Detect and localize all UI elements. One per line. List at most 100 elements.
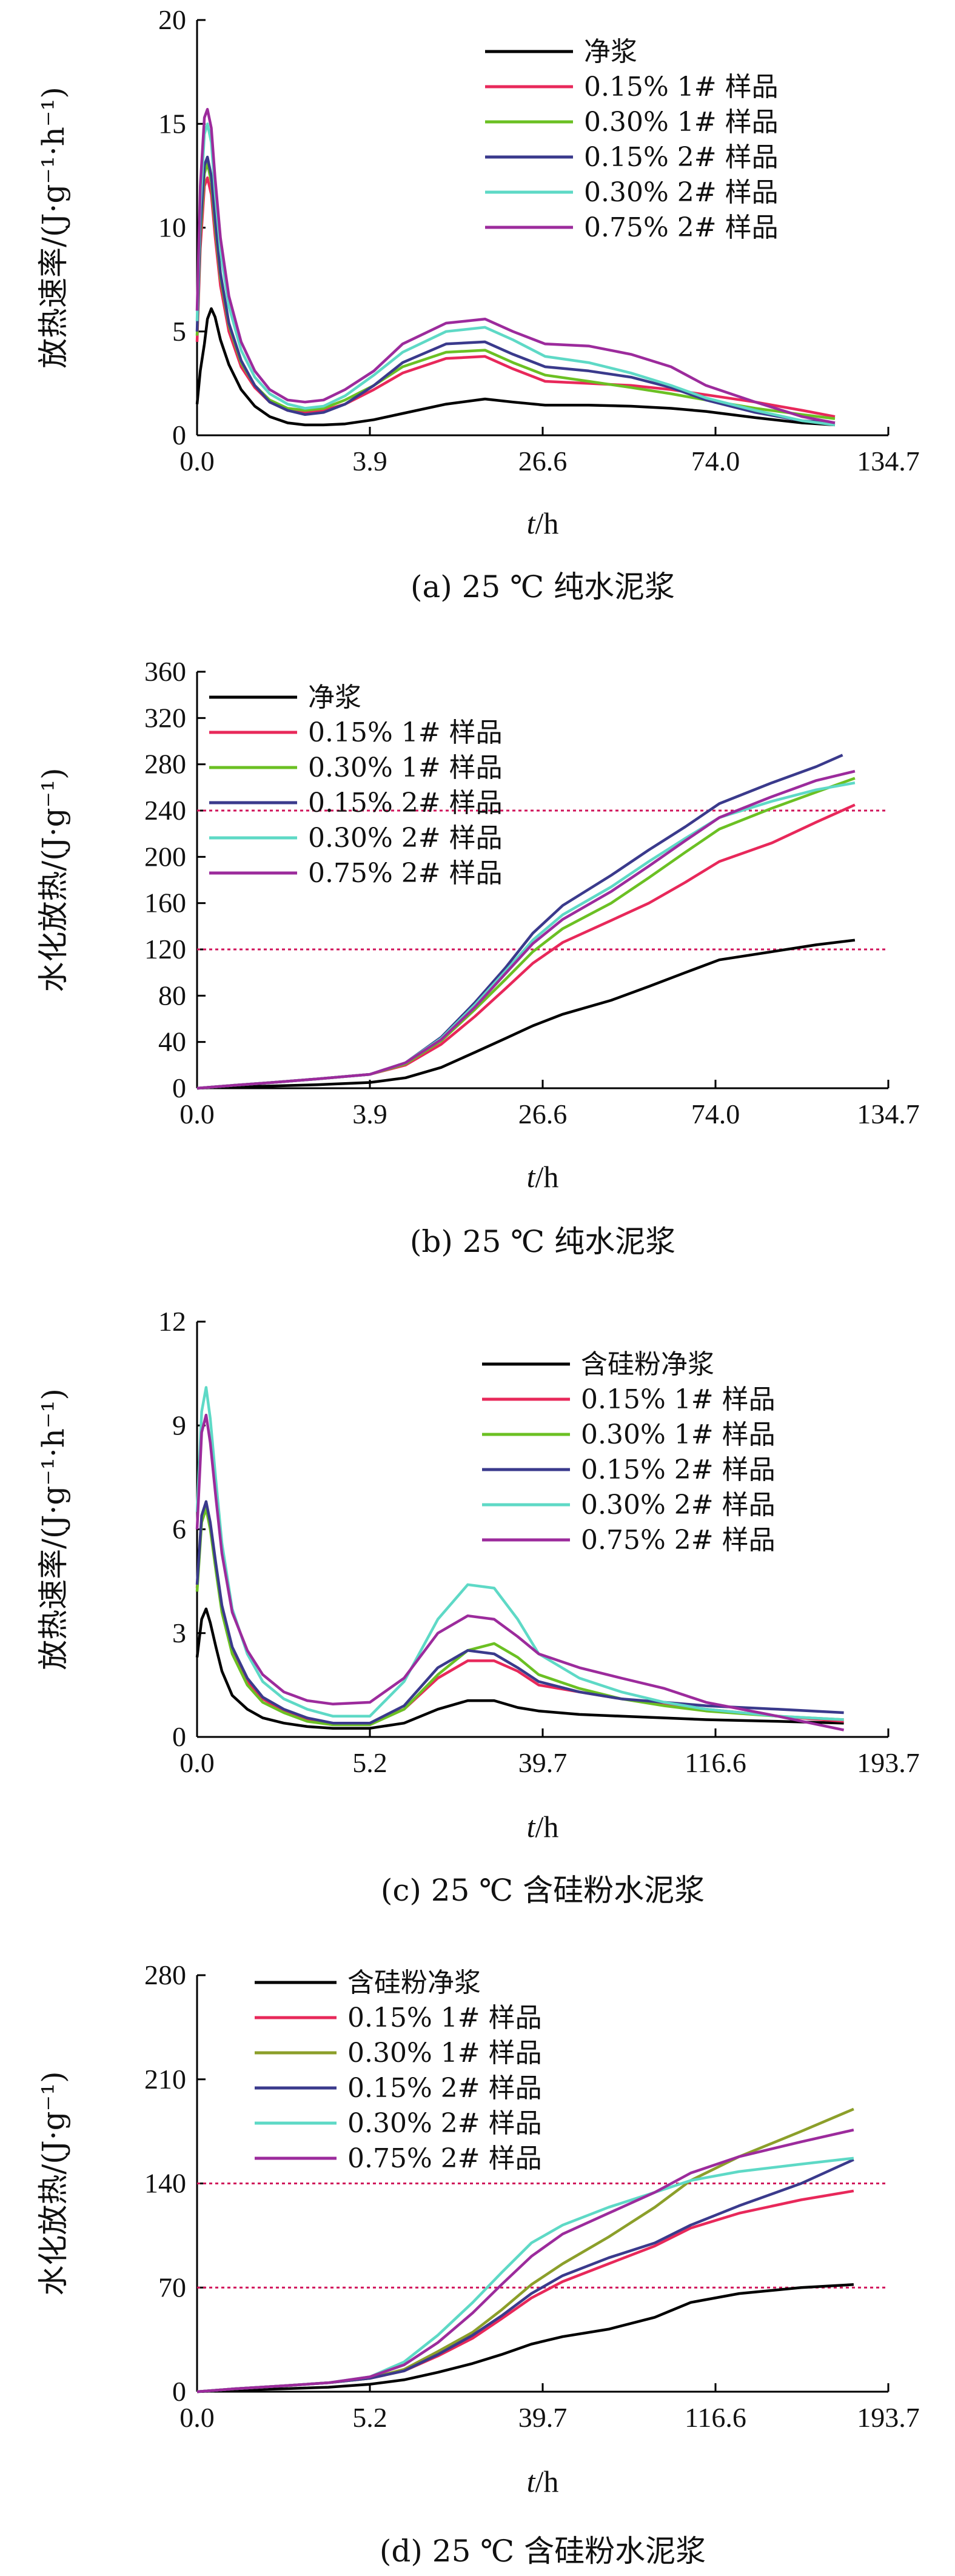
legend-label: 0.15% 1# 样品 [347,2002,542,2033]
legend-label: 0.30% 1# 样品 [584,107,779,138]
series-line [196,2129,854,2394]
x-tick-label: 5.2 [352,1747,387,1778]
figure-caption: (d) 25 ℃ 含硅粉水泥浆 [380,2534,706,2569]
figure-caption: (c) 25 ℃ 含硅粉水泥浆 [381,1873,705,1908]
legend-label: 0.30% 1# 样品 [581,1419,776,1450]
legend-label: 0.75% 2# 样品 [347,2143,542,2174]
x-tick-label: 0.0 [179,1747,215,1778]
legend-label: 0.75% 2# 样品 [581,1525,776,1556]
series-line [195,1607,844,1730]
chart-panel: 0 40 80 120 160 200 240 280 320 360 0.0 3.9 26.6 74.0… [36,656,920,1259]
legend-label: 0.15% 1# 样品 [308,717,503,748]
legend-label: 0.15% 1# 样品 [584,72,779,102]
legend-label: 0.30% 2# 样品 [308,823,503,854]
y-tick-label: 140 [144,2168,186,2199]
y-tick-label: 120 [144,934,186,965]
series-line [195,1500,844,1725]
legend-label: 0.15% 2# 样品 [347,2073,542,2104]
y-tick-label: 210 [144,2064,186,2095]
y-tick-label: 0 [172,420,186,450]
x-tick-label: 116.6 [685,2402,746,2433]
series-line [196,777,856,1090]
x-tick-label: 26.6 [518,446,568,477]
x-tick-label: 193.7 [857,1747,920,1778]
x-tick-label: 134.7 [857,1099,920,1129]
y-tick-label: 240 [144,795,186,826]
x-tick-label: 0.0 [179,2402,215,2433]
figure-caption: (b) 25 ℃ 纯水泥浆 [410,1224,675,1259]
y-tick-label: 40 [158,1026,186,1057]
figure-caption: (a) 25 ℃ 纯水泥浆 [410,569,675,604]
y-tick-label: 70 [158,2272,186,2303]
series-line [196,754,843,1090]
x-tick-label: 26.6 [518,1099,568,1129]
y-tick-label: 15 [158,108,186,139]
legend-label: 0.30% 2# 样品 [347,2108,542,2139]
legend-label: 0.15% 2# 样品 [584,142,779,173]
x-tick-label: 116.6 [685,1747,746,1778]
legend-label: 0.75% 2# 样品 [308,858,503,889]
chart-panel: 0 3 6 9 12 0.0 5.2 39.7 116.6 193.7 含硅粉净浆 0.15% 1# … [36,1306,920,1908]
y-tick-label: 20 [158,4,186,35]
x-tick-label: 74.0 [691,1099,740,1129]
y-axis-label: 水化放热/(J·g⁻¹) [36,768,71,992]
legend-label: 含硅粉净浆 [581,1349,714,1380]
legend-label: 0.15% 1# 样品 [581,1384,776,1415]
y-tick-label: 360 [144,656,186,687]
series-line [195,1413,845,1731]
legend-label: 0.30% 2# 样品 [584,177,779,208]
x-tick-label: 3.9 [352,1099,387,1129]
y-tick-label: 0 [172,2376,186,2407]
series-line [196,2158,854,2394]
series-line [196,2156,854,2394]
x-tick-label: 0.0 [179,446,215,477]
series-line [195,307,836,427]
y-tick-label: 0 [172,1721,186,1752]
legend-label: 0.15% 2# 样品 [308,788,503,818]
x-tick-label: 5.2 [352,2402,387,2433]
y-tick-label: 9 [172,1410,186,1440]
x-axis-label: t/h [527,1810,559,1844]
x-tick-label: 74.0 [691,446,740,477]
legend-label: 0.30% 2# 样品 [581,1490,776,1521]
x-axis-label: t/h [527,2464,559,2498]
x-axis-label: t/h [527,1160,559,1194]
series-line [195,108,836,424]
y-tick-label: 10 [158,212,186,243]
y-tick-label: 280 [144,749,186,780]
y-axis-label: 放热速率/(J·g⁻¹·h⁻¹) [36,1388,71,1670]
chart-panel: 0 70 140 210 280 0.0 5.2 39.7 116.6 193.7 含硅粉净浆 0.1… [36,1959,920,2569]
y-tick-label: 12 [158,1306,186,1337]
y-tick-label: 160 [144,888,186,918]
series-line [196,781,856,1090]
y-tick-label: 80 [158,980,186,1011]
y-axis-label: 放热速率/(J·g⁻¹·h⁻¹) [36,87,71,369]
y-tick-label: 200 [144,841,186,872]
legend-label: 0.75% 2# 样品 [584,212,779,243]
x-tick-label: 3.9 [352,446,387,477]
y-tick-label: 0 [172,1072,186,1103]
y-tick-label: 320 [144,702,186,733]
series-line [195,1386,844,1721]
series-line [196,2283,854,2394]
series-line [196,769,856,1090]
y-tick-label: 5 [172,316,186,347]
x-tick-label: 0.0 [179,1099,215,1129]
x-tick-label: 39.7 [518,2402,568,2433]
legend-label: 净浆 [584,36,637,67]
legend-label: 净浆 [308,682,361,713]
series-line [195,155,836,424]
y-tick-label: 3 [172,1618,186,1648]
legend-label: 含硅粉净浆 [347,1967,481,1998]
y-axis-label: 水化放热/(J·g⁻¹) [36,2071,71,2295]
x-tick-label: 39.7 [518,1747,568,1778]
series-line [196,938,856,1090]
x-tick-label: 193.7 [857,2402,920,2433]
x-tick-label: 134.7 [857,446,920,477]
legend-label: 0.30% 1# 样品 [308,752,503,783]
legend-label: 0.15% 2# 样品 [581,1454,776,1485]
y-tick-label: 6 [172,1514,186,1545]
x-axis-label: t/h [527,506,559,540]
y-tick-label: 280 [144,1959,186,1990]
